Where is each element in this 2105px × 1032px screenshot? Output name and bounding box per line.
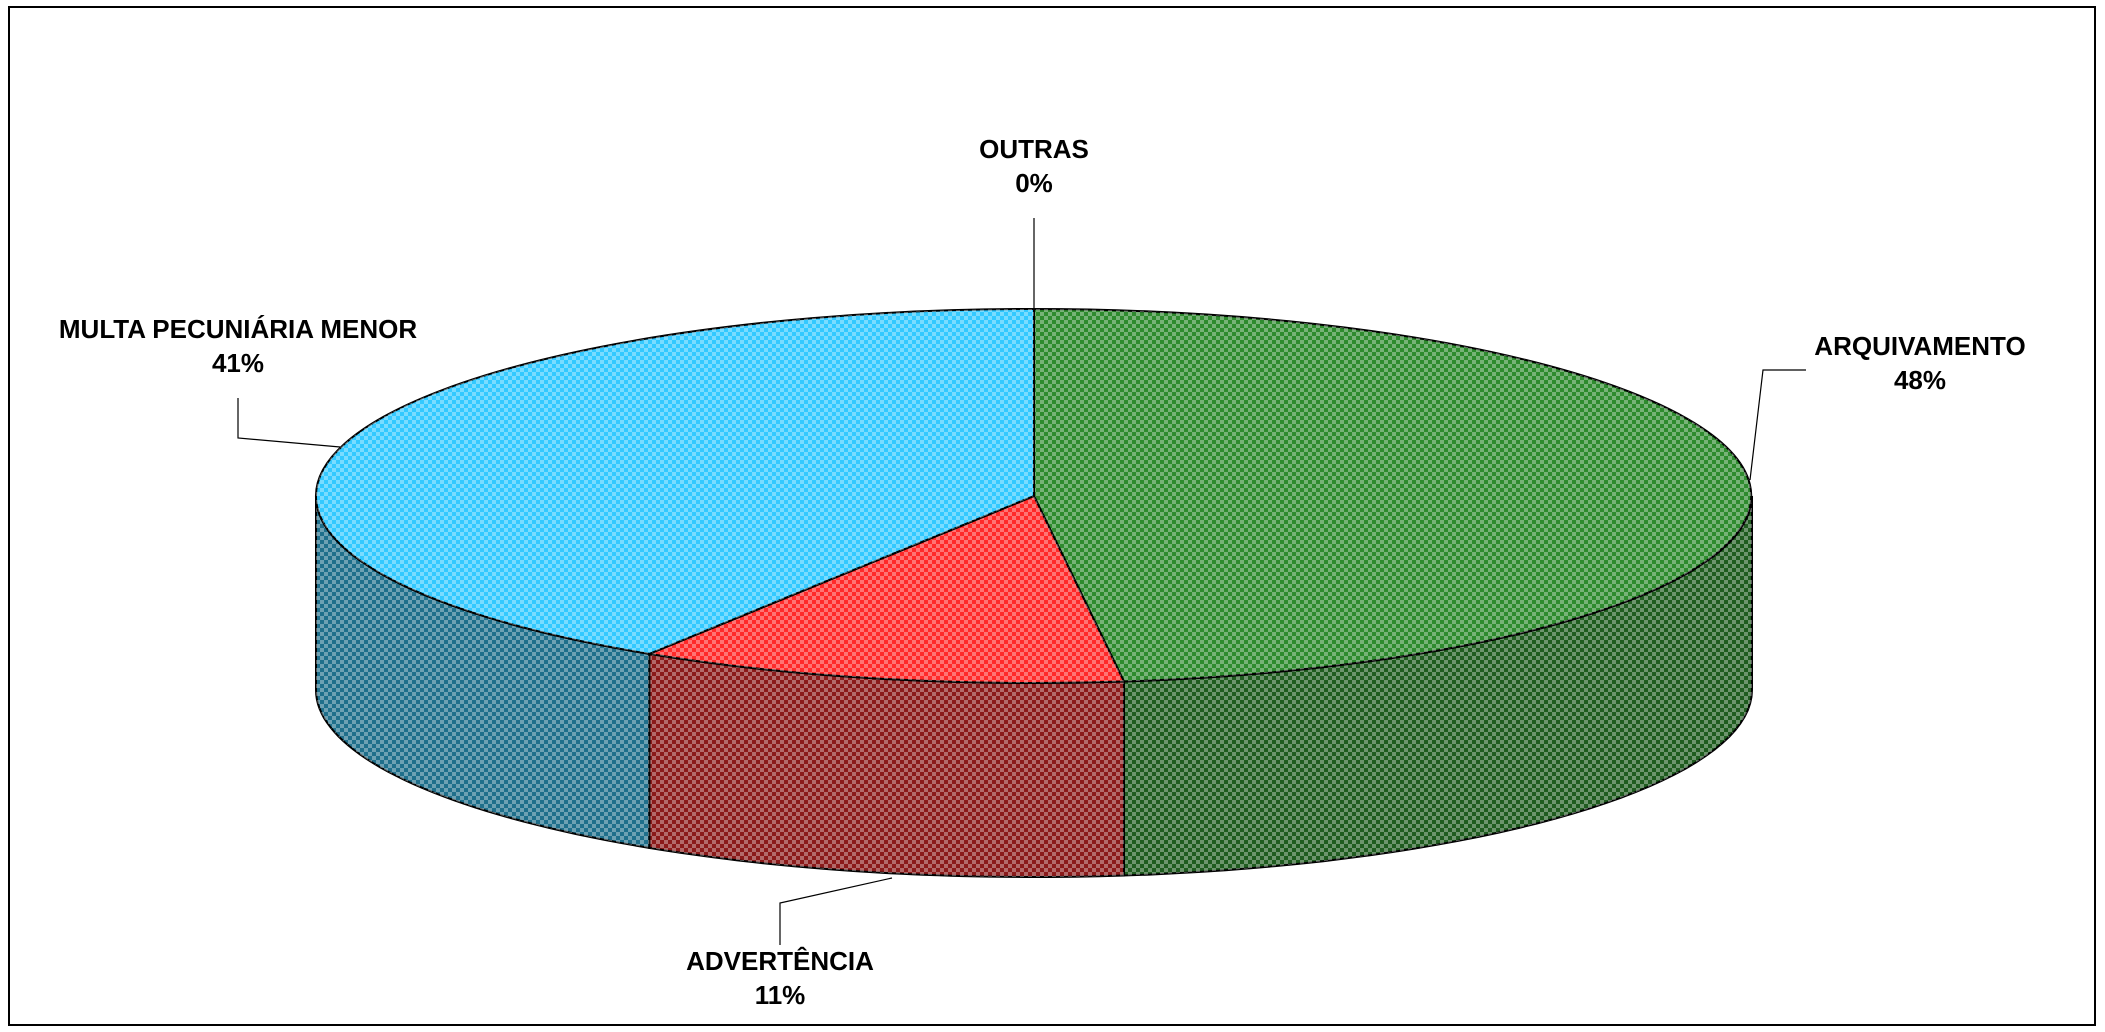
slice-label-1: ADVERTÊNCIA	[686, 946, 874, 976]
leader-line-0	[1750, 370, 1806, 480]
leader-line-1	[780, 878, 892, 945]
slice-percent-0: 48%	[1894, 365, 1946, 395]
slice-label-3: OUTRAS	[979, 134, 1089, 164]
slice-percent-2: 41%	[212, 348, 264, 378]
slice-label-0: ARQUIVAMENTO	[1814, 331, 2025, 361]
leader-line-2	[238, 398, 340, 447]
slice-label-2: MULTA PECUNIÁRIA MENOR	[59, 314, 417, 344]
slice-percent-1: 11%	[755, 980, 806, 1010]
pie-side-pattern-1	[649, 654, 1124, 877]
slice-percent-3: 0%	[1015, 168, 1053, 198]
